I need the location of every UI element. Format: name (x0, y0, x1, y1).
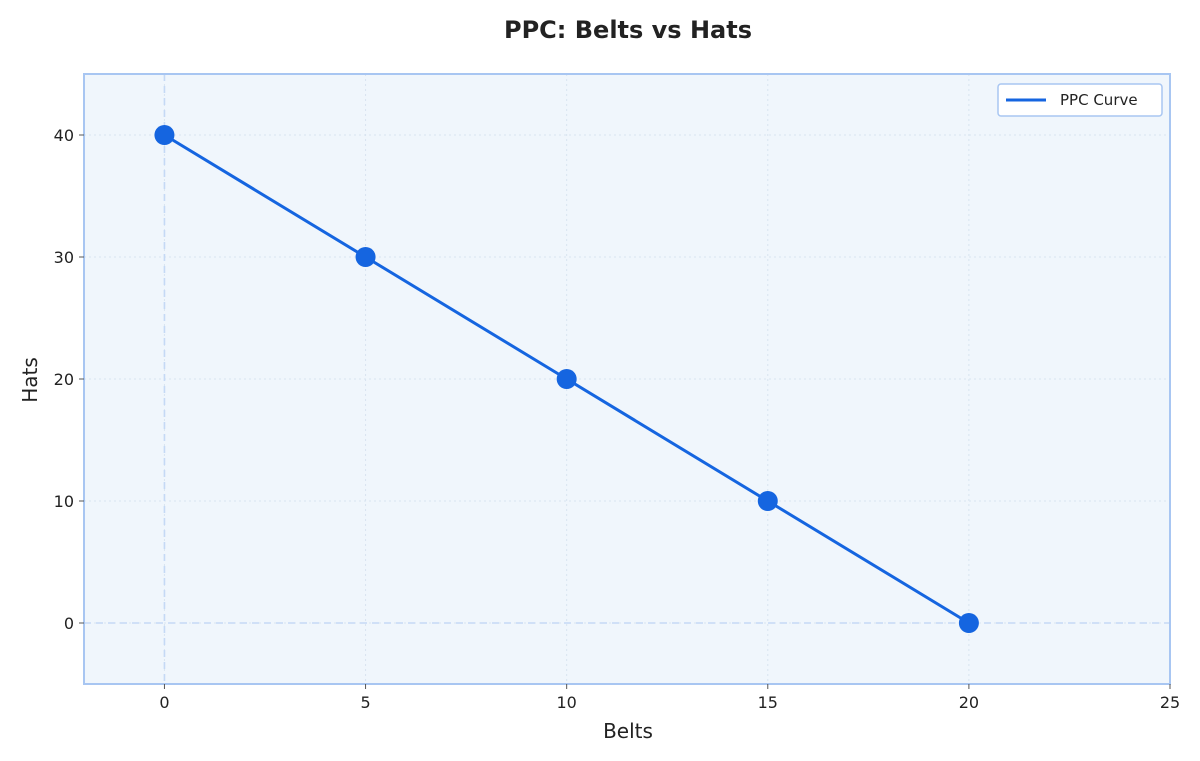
data-point (958, 613, 979, 633)
y-tick-label: 0 (64, 614, 74, 633)
y-tick-label: 20 (54, 370, 74, 389)
legend-box (997, 83, 1163, 117)
legend-label-ppc-curve: PPC Curve (1060, 91, 1138, 109)
y-axis-label: Hats (18, 357, 42, 403)
y-tick-label: 10 (54, 492, 74, 511)
y-axis-ticks: 0 10 20 30 40 (54, 126, 84, 633)
x-axis-label: Belts (603, 719, 653, 743)
y-tick-label: 30 (54, 248, 74, 267)
x-tick-label: 10 (556, 693, 576, 712)
data-point (757, 491, 778, 511)
x-tick-label: 25 (1160, 693, 1180, 712)
series-layer (154, 125, 979, 633)
x-tick-label: 15 (758, 693, 778, 712)
plot-area (84, 74, 1170, 684)
data-point (556, 369, 577, 389)
x-tick-label: 0 (159, 693, 169, 712)
x-axis-ticks: 0 5 10 15 20 25 (159, 684, 1180, 712)
x-tick-label: 5 (360, 693, 370, 712)
legend: PPC Curve (997, 83, 1163, 117)
chart-title: PPC: Belts vs Hats (504, 16, 752, 44)
x-tick-label: 20 (959, 693, 979, 712)
y-tick-label: 40 (54, 126, 74, 145)
reference-lines (84, 74, 1170, 684)
data-point (355, 247, 376, 267)
data-point (154, 125, 175, 145)
